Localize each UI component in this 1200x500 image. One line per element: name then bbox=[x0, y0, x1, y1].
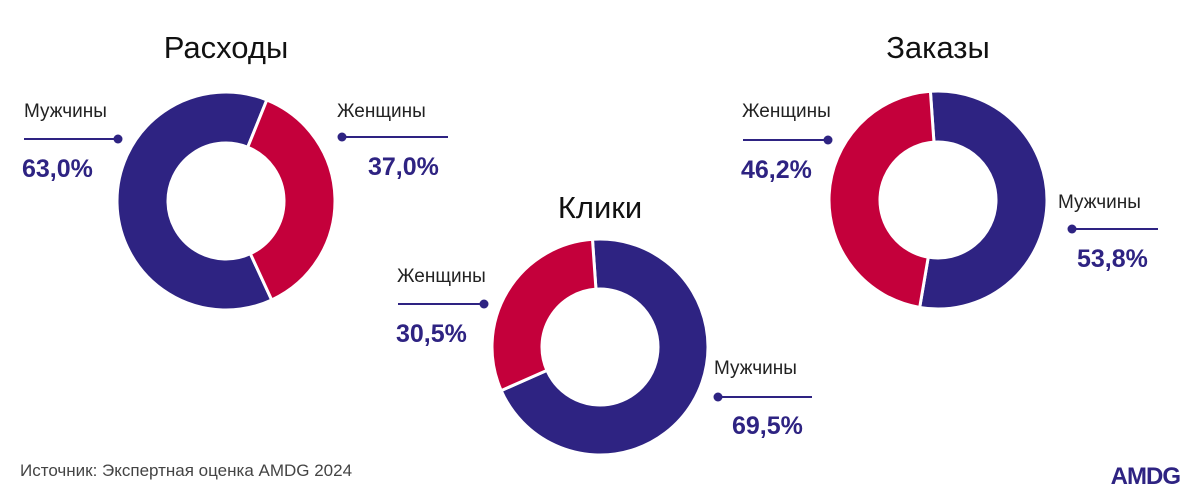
label-orders-men: Мужчины bbox=[1058, 192, 1141, 213]
value-clicks-men: 69,5% bbox=[732, 412, 803, 440]
leader-dot-orders-men bbox=[1067, 224, 1077, 234]
slice-orders-women bbox=[827, 89, 936, 310]
label-orders-women: Женщины bbox=[742, 101, 831, 122]
slice-expenses-men bbox=[115, 90, 274, 312]
slice-expenses-women bbox=[245, 97, 337, 302]
label-expenses-women: Женщины bbox=[337, 101, 426, 122]
leader-dot-clicks-men bbox=[713, 392, 723, 402]
chart-title-expenses: Расходы bbox=[164, 30, 288, 65]
leader-dot-orders-women bbox=[823, 135, 833, 145]
label-expenses-men: Мужчины bbox=[24, 101, 107, 122]
label-clicks-men: Мужчины bbox=[714, 358, 797, 379]
source-note: Источник: Экспертная оценка AMDG 2024 bbox=[20, 461, 352, 480]
chart-title-clicks: Клики bbox=[558, 190, 642, 225]
label-clicks-women: Женщины bbox=[397, 266, 486, 287]
leader-dot-clicks-women bbox=[479, 299, 489, 309]
slice-orders-men bbox=[917, 89, 1049, 311]
brand-logo: AMDG bbox=[1111, 463, 1181, 490]
chart-expenses: Расходы Мужчины 63,0% Женщины 37,0% bbox=[22, 30, 448, 312]
leader-dot-expenses-men bbox=[113, 134, 123, 144]
value-orders-women: 46,2% bbox=[741, 156, 812, 184]
value-expenses-women: 37,0% bbox=[368, 153, 439, 181]
slice-clicks-men bbox=[499, 237, 710, 457]
chart-clicks: Клики Женщины 30,5% Мужчины 69,5% bbox=[396, 190, 812, 457]
value-clicks-women: 30,5% bbox=[396, 320, 467, 348]
value-orders-men: 53,8% bbox=[1077, 245, 1148, 273]
chart-title-orders: Заказы bbox=[886, 30, 990, 65]
slice-clicks-women bbox=[490, 237, 598, 393]
value-expenses-men: 63,0% bbox=[22, 155, 93, 183]
leader-dot-expenses-women bbox=[337, 132, 347, 142]
chart-orders: Заказы Женщины 46,2% Мужчины 53,8% bbox=[741, 30, 1158, 311]
